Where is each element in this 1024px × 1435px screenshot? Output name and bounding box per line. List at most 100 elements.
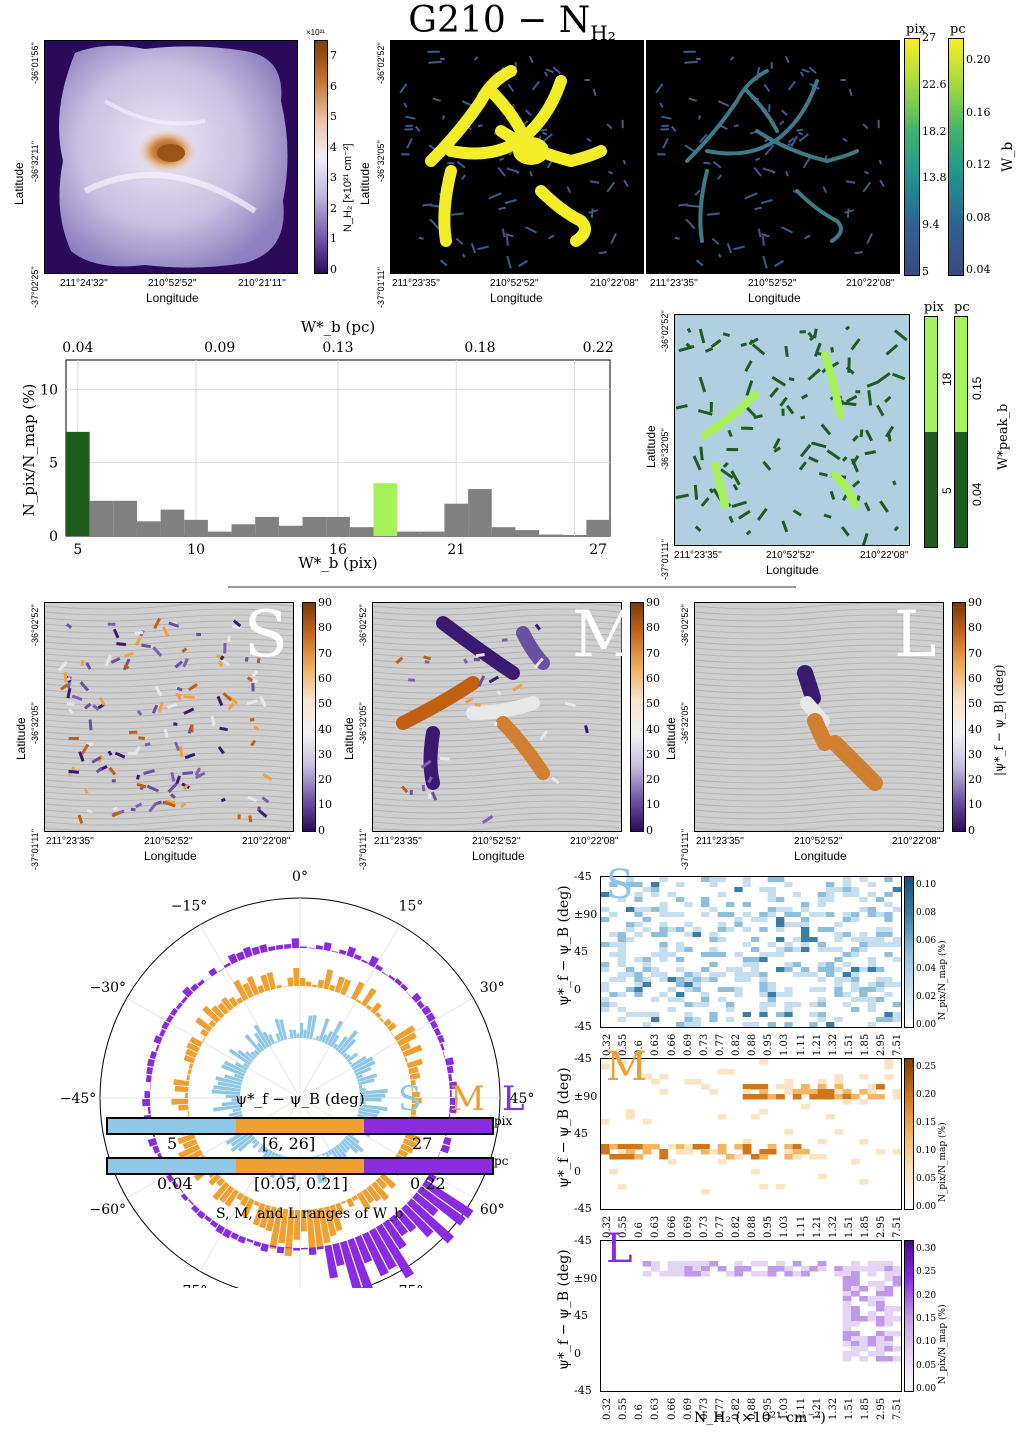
y-tick: 0 xyxy=(574,1164,581,1178)
hist2d-cell xyxy=(792,937,802,943)
hist2d-cell xyxy=(609,1017,619,1023)
hist2d-cell xyxy=(742,882,752,888)
hist2d-cell xyxy=(767,972,777,978)
hist2d-cell xyxy=(776,1084,785,1090)
sml-segment xyxy=(262,773,273,781)
polar-bar-L xyxy=(155,1044,160,1052)
cbar-tick: 0.15 xyxy=(916,1314,937,1324)
field-line xyxy=(373,692,621,700)
field-line xyxy=(373,782,621,790)
hist2d-cell xyxy=(651,972,660,978)
hist2d-cell xyxy=(634,1017,644,1023)
hist2d-cell xyxy=(659,882,669,888)
hist2d-cell xyxy=(859,1017,869,1023)
hist2d-cell xyxy=(784,1149,794,1155)
sml-segment xyxy=(166,703,178,709)
field-line xyxy=(45,668,293,676)
polar-bar-M xyxy=(383,1018,392,1027)
y-axis-label: Latitude xyxy=(664,717,678,760)
hist2d-colorbar xyxy=(904,876,914,1028)
hist2d-cell xyxy=(626,992,635,998)
polar-bar-M xyxy=(187,1069,192,1075)
hist2d-cell xyxy=(726,877,735,883)
hist2d-cell xyxy=(659,912,669,918)
hist2d-cell xyxy=(801,932,810,938)
field-line xyxy=(45,806,293,814)
hist2d-cell xyxy=(884,942,894,948)
hist2d-cell xyxy=(726,922,735,928)
filament-segment xyxy=(589,180,600,184)
hist2d-cell xyxy=(701,987,710,993)
field-line xyxy=(373,608,621,616)
y-axis-label: Latitude xyxy=(644,425,658,468)
x-tick: 2.95 xyxy=(876,1033,888,1056)
sml-segment xyxy=(116,642,127,647)
hist2d-cell xyxy=(784,917,794,923)
lon-tick: 211°23'35'' xyxy=(46,836,94,847)
hist2d-cell xyxy=(876,1002,885,1008)
hist2d-cell xyxy=(859,982,869,988)
sml-segment xyxy=(57,660,68,672)
lat-tick: -36°02'52'' xyxy=(660,310,670,352)
hist2d-cell xyxy=(842,1336,852,1342)
hist2d-cell xyxy=(742,1017,752,1023)
hist2d-cell xyxy=(734,1017,744,1023)
hist2d-cell xyxy=(759,932,769,938)
hist2d-cell xyxy=(851,952,860,958)
hist2d-cell xyxy=(884,977,894,983)
polar-bar-M xyxy=(335,1202,345,1216)
hist2d-cell xyxy=(892,897,901,903)
y-tick: ±90 xyxy=(574,1089,598,1103)
hist2d-cell xyxy=(784,962,794,968)
hist2d-cell xyxy=(709,967,719,973)
hist2d-cell xyxy=(851,982,860,988)
hist2d-cell xyxy=(626,987,635,993)
y-tick: ±90 xyxy=(574,907,598,921)
peak-segment xyxy=(697,409,713,416)
peak-segment xyxy=(745,380,754,396)
filament-segment xyxy=(879,179,885,188)
hist2d-cell xyxy=(726,907,735,913)
hist2d-cell xyxy=(667,877,677,883)
hist2d-cell xyxy=(617,917,627,923)
hist2d-cell xyxy=(751,997,760,1003)
hist2d-cell xyxy=(826,922,835,928)
hist2d-cell xyxy=(792,922,802,928)
hist2d-cell xyxy=(734,947,744,953)
hist2d-cell xyxy=(709,957,719,963)
hist2d-cell xyxy=(667,882,677,888)
hist2d-cell xyxy=(884,897,894,903)
hist2d-cell xyxy=(751,917,760,923)
x-tick: 1.11 xyxy=(795,1033,807,1056)
hist2d-cell xyxy=(884,1356,894,1362)
polar-bar-S xyxy=(342,1138,359,1154)
polar-bar-M xyxy=(323,969,334,990)
hist2d-cell xyxy=(759,992,769,998)
sml-segment xyxy=(135,802,143,809)
hist2d-cell xyxy=(634,942,644,948)
hist2d-cell xyxy=(842,957,852,963)
hist2d-cell xyxy=(842,952,852,958)
hist2d-cell xyxy=(876,1296,885,1302)
hist2d-cell xyxy=(701,932,710,938)
hist2d-cell xyxy=(834,977,844,983)
hist2d-cell xyxy=(601,1119,610,1125)
polar-bar-L xyxy=(421,1179,474,1219)
field-line xyxy=(695,770,943,778)
hist2d-cell xyxy=(867,1281,877,1287)
polar-bar-M xyxy=(189,1036,203,1048)
hist2d-panel-S xyxy=(600,876,902,1028)
hist2d-cell xyxy=(676,937,685,943)
hist2d-cell xyxy=(751,932,760,938)
hist2d-cell xyxy=(692,912,702,918)
filament-segment xyxy=(456,160,466,169)
hist2d-cell xyxy=(784,937,794,943)
hist2d-cell xyxy=(659,952,669,958)
field-line xyxy=(45,824,293,831)
hist2d-cell xyxy=(842,1276,852,1282)
hist2d-cell xyxy=(851,912,860,918)
filament xyxy=(485,85,527,137)
hist2d-cell xyxy=(751,957,760,963)
hist2d-cell xyxy=(892,937,901,943)
filament-segment xyxy=(822,186,828,193)
